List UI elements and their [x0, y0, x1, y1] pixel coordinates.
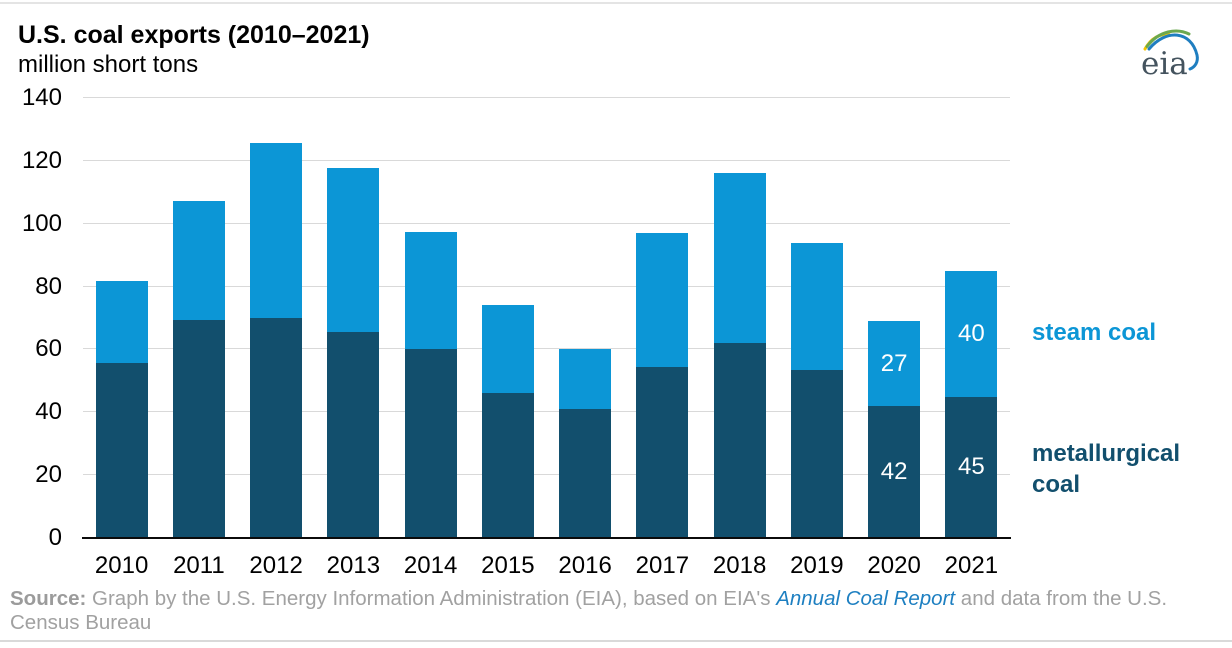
source-text-before-link: Graph by the U.S. Energy Information Adm…	[86, 587, 777, 610]
gridline-100	[83, 222, 1010, 224]
x-tick-label-2016: 2016	[558, 552, 612, 579]
x-tick-label-2010: 2010	[94, 552, 149, 579]
bar-2012-steam	[250, 142, 303, 318]
bar-2019-steam	[790, 243, 843, 371]
bar-2015-metallurgical	[481, 393, 534, 538]
y-tick-label-100: 100	[21, 209, 62, 237]
bar-value-label-2021-steam: 40	[958, 319, 985, 347]
bar-2021-steam: 40	[945, 270, 998, 397]
legend-steam-coal: steam coal	[1032, 319, 1157, 346]
logo-green-arc	[1145, 29, 1191, 48]
gridline-20	[83, 474, 1010, 476]
x-tick-label-2014: 2014	[403, 552, 458, 579]
legend-metallurgical-coal: metallurgical coal	[1032, 440, 1181, 498]
x-tick-label-2021: 2021	[944, 552, 999, 579]
x-axis-line	[82, 537, 1011, 539]
y-tick-label-0: 0	[48, 524, 62, 551]
bar-2018-steam	[713, 172, 766, 343]
gridline-140	[83, 97, 1010, 98]
source-note: Source: Graph by the U.S. Energy Informa…	[10, 587, 1212, 634]
x-tick-label-2020: 2020	[867, 552, 921, 579]
annual-coal-report-link[interactable]: Annual Coal Report	[776, 587, 956, 610]
bar-2017-steam	[636, 233, 689, 368]
bar-2012-metallurgical	[250, 318, 303, 538]
gridline-120	[83, 159, 1010, 161]
bar-2014-metallurgical	[404, 348, 457, 538]
source-text-after-link: and data from the U.S. Census Bureau	[10, 587, 1168, 634]
bar-2016-steam	[559, 348, 612, 410]
bar-value-label-2020-steam: 27	[880, 349, 908, 377]
source-prefix: Source:	[10, 587, 87, 610]
x-tick-label-2011: 2011	[173, 552, 225, 579]
y-tick-label-40: 40	[35, 398, 62, 426]
gridline-80	[83, 285, 1010, 287]
bar-2014-steam	[404, 232, 457, 349]
x-tick-label-2018: 2018	[712, 552, 767, 579]
bar-2013-metallurgical	[327, 331, 380, 538]
logo-text: eia	[1141, 46, 1188, 80]
x-tick-label-2012: 2012	[249, 552, 303, 579]
bar-2013-steam	[327, 168, 380, 332]
bar-value-label-2021-metallurgical: 45	[958, 453, 985, 481]
chart-units-label: million short tons	[18, 51, 199, 78]
y-tick-label-60: 60	[35, 335, 62, 363]
bar-2010-steam	[95, 281, 148, 363]
bar-2021-metallurgical: 45	[945, 396, 998, 538]
chart-title: U.S. coal exports (2010–2021)	[18, 21, 370, 49]
bottom-divider	[0, 640, 1232, 642]
bar-2015-steam	[481, 305, 534, 394]
eia-logo: eia	[1138, 22, 1204, 82]
top-divider	[0, 2, 1232, 4]
x-tick-label-2013: 2013	[326, 552, 381, 579]
x-tick-label-2015: 2015	[481, 552, 535, 579]
bar-value-label-2020-metallurgical: 42	[880, 458, 908, 485]
bar-2011-metallurgical	[172, 319, 225, 538]
logo-blue-arc	[1147, 33, 1199, 71]
bar-2017-metallurgical	[636, 367, 689, 538]
eia-logo-graphic: eia	[1141, 29, 1199, 82]
x-tick-label-2019: 2019	[790, 552, 844, 579]
y-tick-label-120: 120	[21, 146, 62, 174]
bar-2011-steam	[172, 200, 225, 320]
bar-2020-metallurgical: 42	[868, 406, 921, 538]
bar-2020-steam: 27	[868, 321, 921, 406]
gridline-40	[83, 411, 1010, 413]
gridline-60	[83, 348, 1010, 350]
x-tick-label-2017: 2017	[635, 552, 690, 579]
y-tick-label-20: 20	[35, 461, 62, 489]
bar-2010-metallurgical	[95, 362, 148, 538]
y-tick-label-80: 80	[35, 272, 62, 300]
y-tick-label-140: 140	[21, 84, 62, 111]
bar-2019-metallurgical	[790, 370, 843, 538]
bar-2016-metallurgical	[559, 409, 612, 538]
plot-area: 42 27 45 40	[83, 97, 1010, 538]
bar-2018-metallurgical	[713, 342, 766, 538]
